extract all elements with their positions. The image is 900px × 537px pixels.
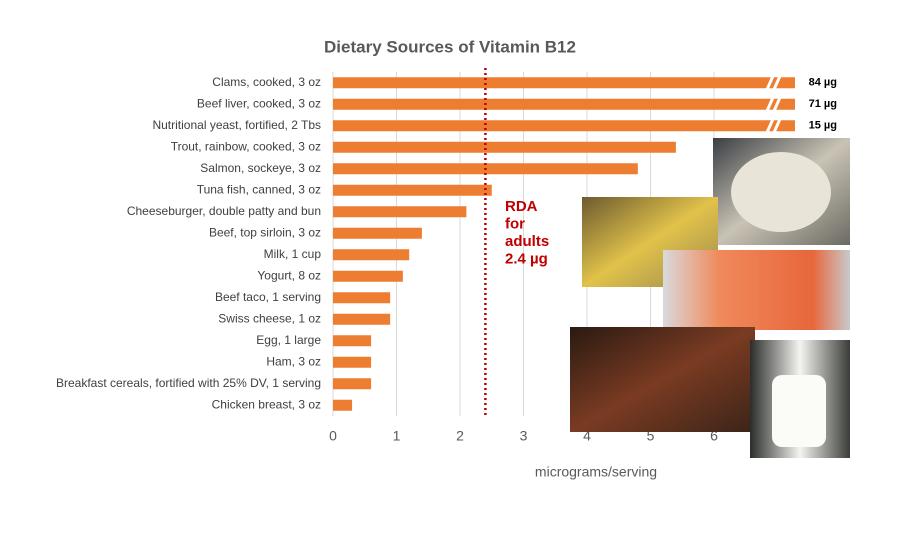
y-tick-label: Nutritional yeast, fortified, 2 Tbs — [152, 118, 321, 132]
bar — [333, 356, 372, 368]
bar — [333, 141, 676, 153]
x-tick-label: 2 — [456, 428, 464, 444]
value-label-box — [795, 117, 841, 134]
value-label: 71 µg — [809, 98, 837, 110]
bar — [333, 270, 403, 282]
bar — [333, 77, 841, 89]
value-label-box — [795, 74, 841, 91]
axis-break — [764, 94, 783, 114]
bar — [333, 313, 391, 325]
bar — [333, 98, 841, 110]
bar — [333, 399, 353, 411]
x-tick-label: 3 — [520, 428, 528, 444]
y-tick-label: Beef taco, 1 serving — [215, 290, 321, 304]
salmon-photo — [663, 250, 850, 330]
y-tick-label: Milk, 1 cup — [264, 247, 322, 261]
value-label-box — [795, 96, 841, 113]
steak-photo — [570, 327, 755, 432]
bar — [333, 335, 372, 347]
y-tick-label: Cheeseburger, double patty and bun — [127, 204, 321, 218]
x-axis-label: micrograms/serving — [535, 464, 657, 480]
y-tick-label: Salmon, sockeye, 3 oz — [200, 161, 321, 175]
x-tick-label: 4 — [583, 428, 591, 444]
rda-annotation: RDA — [505, 198, 538, 215]
clams-plate — [731, 152, 831, 232]
y-tick-label: Yogurt, 8 oz — [257, 268, 321, 282]
y-tick-label: Trout, rainbow, cooked, 3 oz — [171, 139, 321, 153]
axis-break — [764, 116, 783, 136]
rda-annotation: 2.4 µg — [505, 250, 548, 267]
x-tick-label: 1 — [393, 428, 401, 444]
bar — [333, 120, 841, 132]
chart-title: Dietary Sources of Vitamin B12 — [324, 37, 576, 56]
axis-break — [764, 73, 783, 93]
bar — [333, 184, 492, 196]
value-label: 15 µg — [809, 120, 837, 132]
bar — [333, 227, 422, 239]
rda-annotation: adults — [505, 233, 549, 250]
x-tick-label: 6 — [710, 428, 718, 444]
y-tick-label: Beef liver, cooked, 3 oz — [197, 96, 321, 110]
x-tick-label: 0 — [329, 428, 337, 444]
y-tick-label: Swiss cheese, 1 oz — [218, 311, 321, 325]
bar — [333, 292, 391, 304]
bar — [333, 249, 410, 261]
y-tick-label: Beef, top sirloin, 3 oz — [209, 225, 321, 239]
x-tick-label: 5 — [647, 428, 655, 444]
y-tick-label: Egg, 1 large — [256, 333, 321, 347]
y-tick-label: Tuna fish, canned, 3 oz — [197, 182, 321, 196]
milk-glass — [772, 375, 826, 447]
y-tick-label: Breakfast cereals, fortified with 25% DV… — [56, 376, 321, 390]
y-tick-label: Chicken breast, 3 oz — [212, 397, 321, 411]
photos — [570, 138, 850, 458]
bar — [333, 378, 372, 390]
bar — [333, 206, 467, 218]
y-tick-label: Clams, cooked, 3 oz — [212, 75, 321, 89]
rda-annotation: for — [505, 215, 525, 232]
y-tick-label: Ham, 3 oz — [266, 354, 321, 368]
value-label: 84 µg — [809, 77, 837, 89]
